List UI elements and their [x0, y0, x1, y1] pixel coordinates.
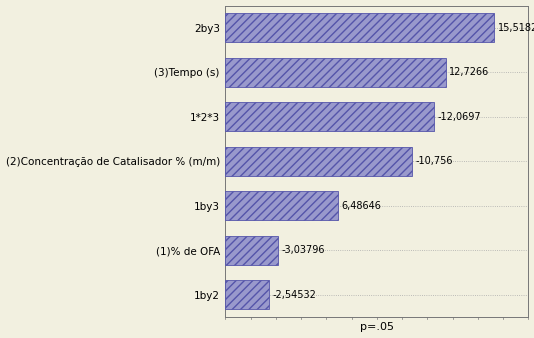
Bar — [225, 147, 412, 176]
Bar — [225, 280, 270, 309]
Bar — [225, 191, 337, 220]
Bar — [225, 236, 278, 265]
Bar — [225, 58, 446, 87]
Text: -2,54532: -2,54532 — [273, 290, 317, 300]
Text: 12,7266: 12,7266 — [449, 67, 490, 77]
Text: -10,756: -10,756 — [415, 156, 453, 166]
Text: 6,48646: 6,48646 — [341, 201, 381, 211]
X-axis label: p=.05: p=.05 — [360, 322, 394, 333]
Bar — [225, 13, 494, 42]
Text: -12,0697: -12,0697 — [438, 112, 482, 122]
Text: -3,03796: -3,03796 — [281, 245, 325, 255]
Text: 15,5182: 15,5182 — [498, 23, 534, 33]
Bar — [225, 102, 434, 131]
